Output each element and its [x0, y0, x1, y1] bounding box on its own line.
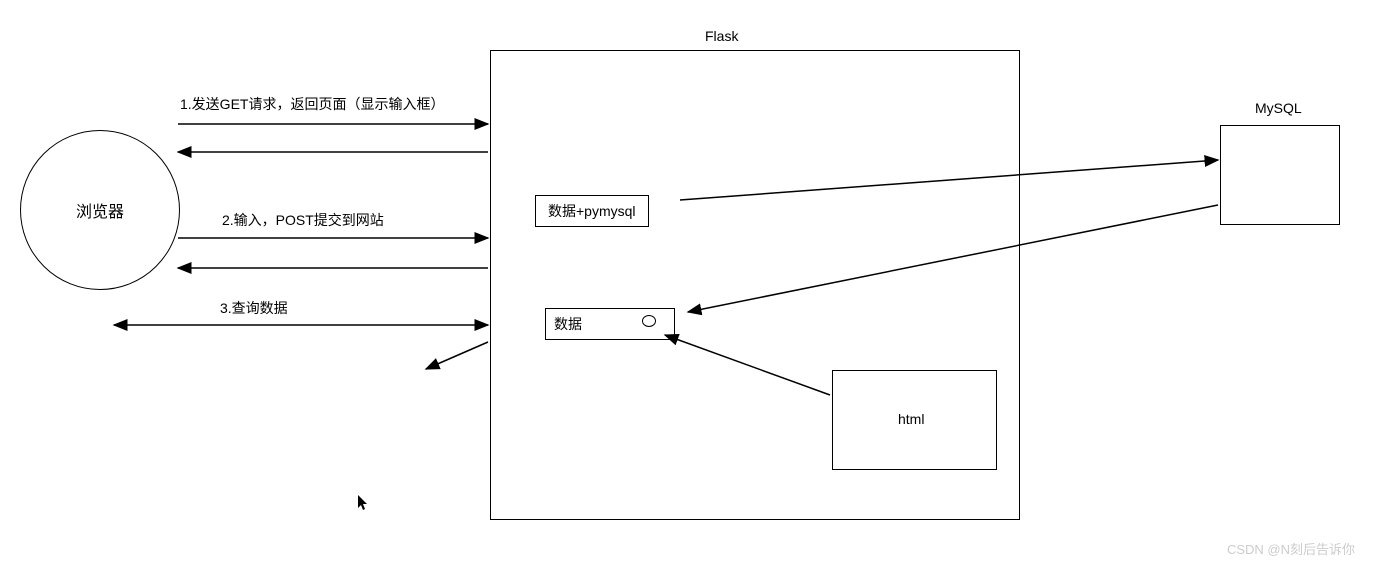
cursor-icon	[358, 495, 370, 516]
html-box: html	[832, 370, 997, 470]
watermark-text: CSDN @N刻后告诉你	[1227, 539, 1355, 558]
step3-label: 3.查询数据	[220, 298, 288, 318]
mysql-box	[1220, 125, 1340, 225]
step2-label: 2.输入，POST提交到网站	[222, 210, 384, 230]
step1-label: 1.发送GET请求，返回页面（显示输入框）	[180, 94, 444, 114]
mysql-title: MySQL	[1255, 100, 1302, 116]
flask-title: Flask	[705, 28, 738, 44]
html-label: html	[898, 411, 924, 427]
data-pymysql-box: 数据+pymysql	[535, 195, 649, 227]
data-label: 数据	[554, 316, 582, 332]
data-box: 数据	[545, 308, 675, 340]
data-circle-icon	[642, 315, 656, 327]
data-pymysql-label: 数据+pymysql	[548, 203, 636, 219]
browser-label: 浏览器	[76, 198, 124, 222]
browser-node: 浏览器	[20, 130, 180, 290]
